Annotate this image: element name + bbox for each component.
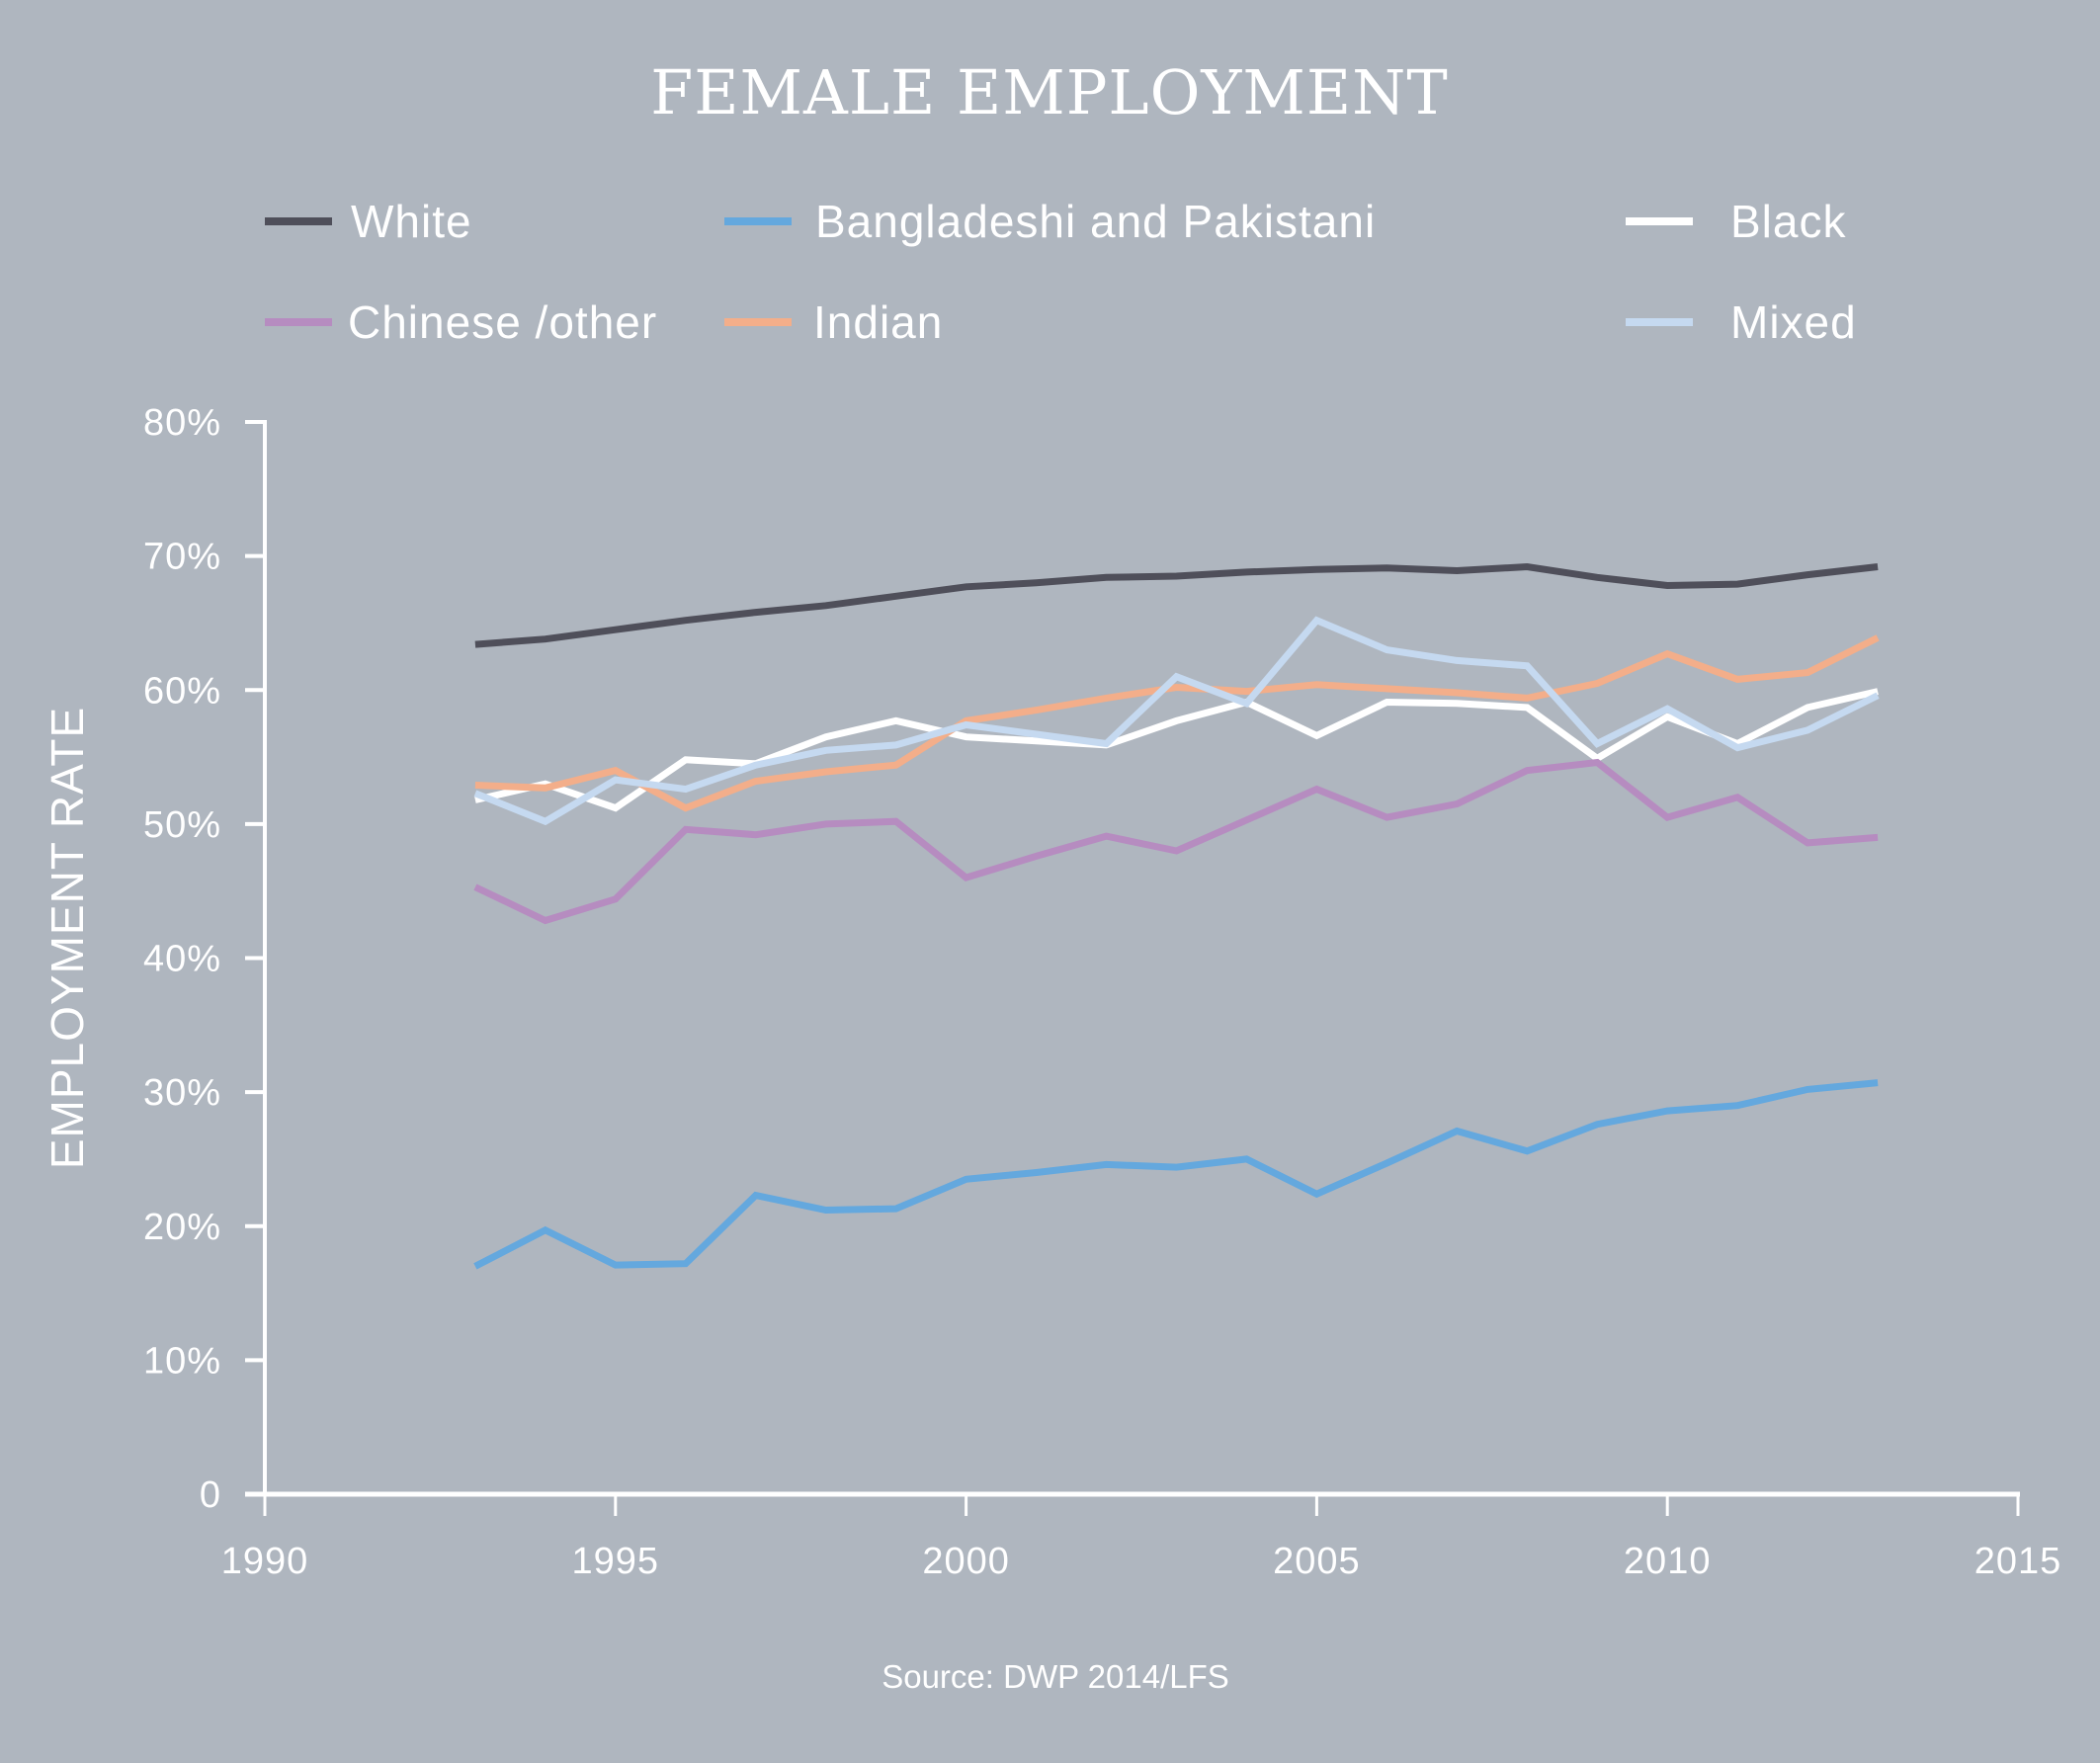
legend-item-bangladeshi-and-pakistani: Bangladeshi and Pakistani [724,196,1376,247]
series-line-chinese-other [473,758,1879,925]
legend-label: Black [1730,196,1846,247]
y-tick-label: 10% [143,1340,221,1382]
legend-label: Mixed [1730,296,1857,348]
series-lines [473,562,1880,1270]
y-tick-label: 0 [200,1474,221,1516]
y-axis-title: EMPLOYMENT RATE [42,707,93,1169]
x-tick-label: 2015 [1974,1541,2062,1582]
chart-title: FEMALE EMPLOYMENT [650,56,1448,128]
legend-item-chinese-other: Chinese /other [265,296,657,348]
series-line-white [474,562,1879,648]
x-tick-label: 2010 [1624,1541,1712,1582]
series-line-indian [474,634,1880,812]
x-tick-label: 1995 [572,1541,660,1582]
legend-item-indian: Indian [724,296,943,348]
legend-label: Indian [813,296,943,348]
y-tick-label: 80% [143,402,221,444]
y-axis: 0 10% 20% 30% 40% 50% 60% 70% 80% [143,402,265,1516]
x-tick-label: 2005 [1273,1541,1361,1582]
legend-label: Bangladeshi and Pakistani [815,196,1376,247]
y-tick-label: 30% [143,1072,221,1114]
series-line-black [474,688,1879,812]
legend-label: Chinese /other [348,296,657,348]
legend: White Bangladeshi and Pakistani Black Chine… [265,196,1857,348]
y-tick-label: 70% [143,537,221,578]
legend-item-white: White [265,196,472,247]
source-note: Source: DWP 2014/LFS [882,1658,1229,1695]
x-axis: 1990 1995 2000 2005 2010 2015 [221,1494,2062,1582]
legend-item-black: Black [1626,196,1846,247]
x-tick-label: 2000 [922,1541,1010,1582]
series-line-bangladeshi-and-pakistani [473,1079,1879,1270]
y-tick-label: 20% [143,1207,221,1248]
legend-label: White [351,196,472,247]
y-tick-label: 40% [143,939,221,980]
series-line-mixed [473,616,1880,826]
x-tick-label: 1990 [221,1541,309,1582]
y-tick-label: 60% [143,670,221,712]
legend-item-mixed: Mixed [1626,296,1857,348]
y-tick-label: 50% [143,804,221,846]
